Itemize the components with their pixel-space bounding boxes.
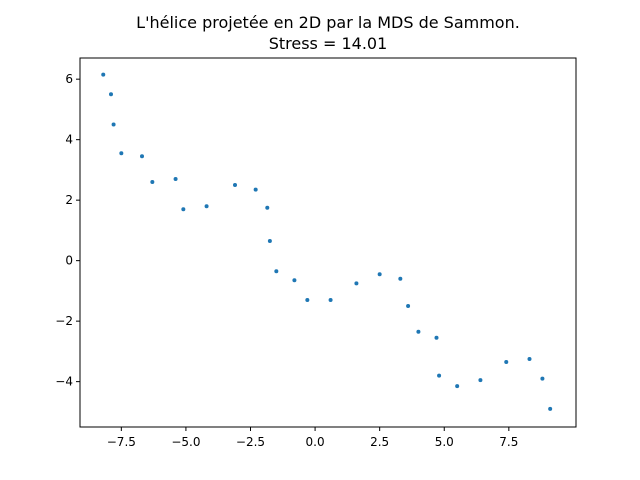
data-point (119, 151, 124, 156)
x-axis: −7.5 −5.0 −2.5 0.0 2.5 5.0 7.5 (107, 427, 518, 449)
y-tick-label: 0 (65, 254, 73, 268)
data-point (328, 297, 333, 302)
data-point (478, 378, 483, 383)
data-point (204, 204, 209, 209)
data-point (416, 329, 421, 334)
data-point (406, 304, 411, 309)
data-point (354, 281, 359, 286)
data-point (377, 272, 382, 277)
x-tick-label: 0.0 (306, 435, 325, 449)
y-tick-label: −2 (55, 314, 73, 328)
data-point (540, 376, 545, 381)
plot-area-frame (79, 57, 577, 428)
data-point (140, 154, 144, 159)
data-point (434, 335, 439, 340)
x-tick-label: −7.5 (107, 435, 136, 449)
data-point (173, 176, 178, 181)
data-point (233, 183, 237, 188)
x-tick-label: 2.5 (370, 435, 389, 449)
data-point (101, 72, 106, 77)
data-point (305, 297, 310, 302)
data-point (292, 278, 297, 283)
x-tick-label: −5.0 (171, 435, 200, 449)
data-point (548, 406, 553, 411)
data-point (267, 238, 272, 243)
data-point (274, 269, 279, 274)
data-point (181, 207, 186, 212)
data-point (109, 92, 113, 97)
data-point (150, 180, 155, 185)
chart-subtitle: Stress = 14.01 (269, 34, 388, 53)
data-point (253, 187, 258, 192)
data-point (398, 276, 403, 281)
x-tick-label: 7.5 (499, 435, 518, 449)
chart-title: L'hélice projetée en 2D par la MDS de Sa… (136, 13, 520, 32)
y-tick-label: 4 (65, 133, 73, 147)
scatter-series (101, 72, 553, 411)
y-tick-label: 2 (65, 193, 73, 207)
y-tick-label: −4 (55, 375, 73, 389)
data-point (527, 356, 532, 361)
y-tick-label: 6 (65, 72, 73, 86)
y-axis: −4 −2 0 2 4 6 (55, 72, 80, 389)
data-point (504, 359, 509, 364)
data-point (437, 373, 442, 378)
data-point (455, 384, 460, 389)
data-point (111, 122, 116, 127)
data-point (265, 205, 270, 210)
x-tick-label: −2.5 (236, 435, 265, 449)
x-tick-label: 5.0 (435, 435, 454, 449)
